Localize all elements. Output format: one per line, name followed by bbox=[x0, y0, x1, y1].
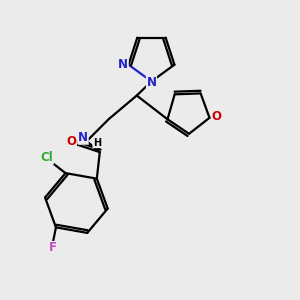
Text: N: N bbox=[118, 58, 128, 71]
Text: N: N bbox=[146, 76, 157, 89]
Text: F: F bbox=[49, 242, 57, 254]
Text: O: O bbox=[212, 110, 222, 123]
Text: O: O bbox=[66, 135, 76, 148]
Text: N: N bbox=[78, 131, 88, 144]
Text: Cl: Cl bbox=[40, 151, 53, 164]
Text: H: H bbox=[93, 138, 101, 148]
